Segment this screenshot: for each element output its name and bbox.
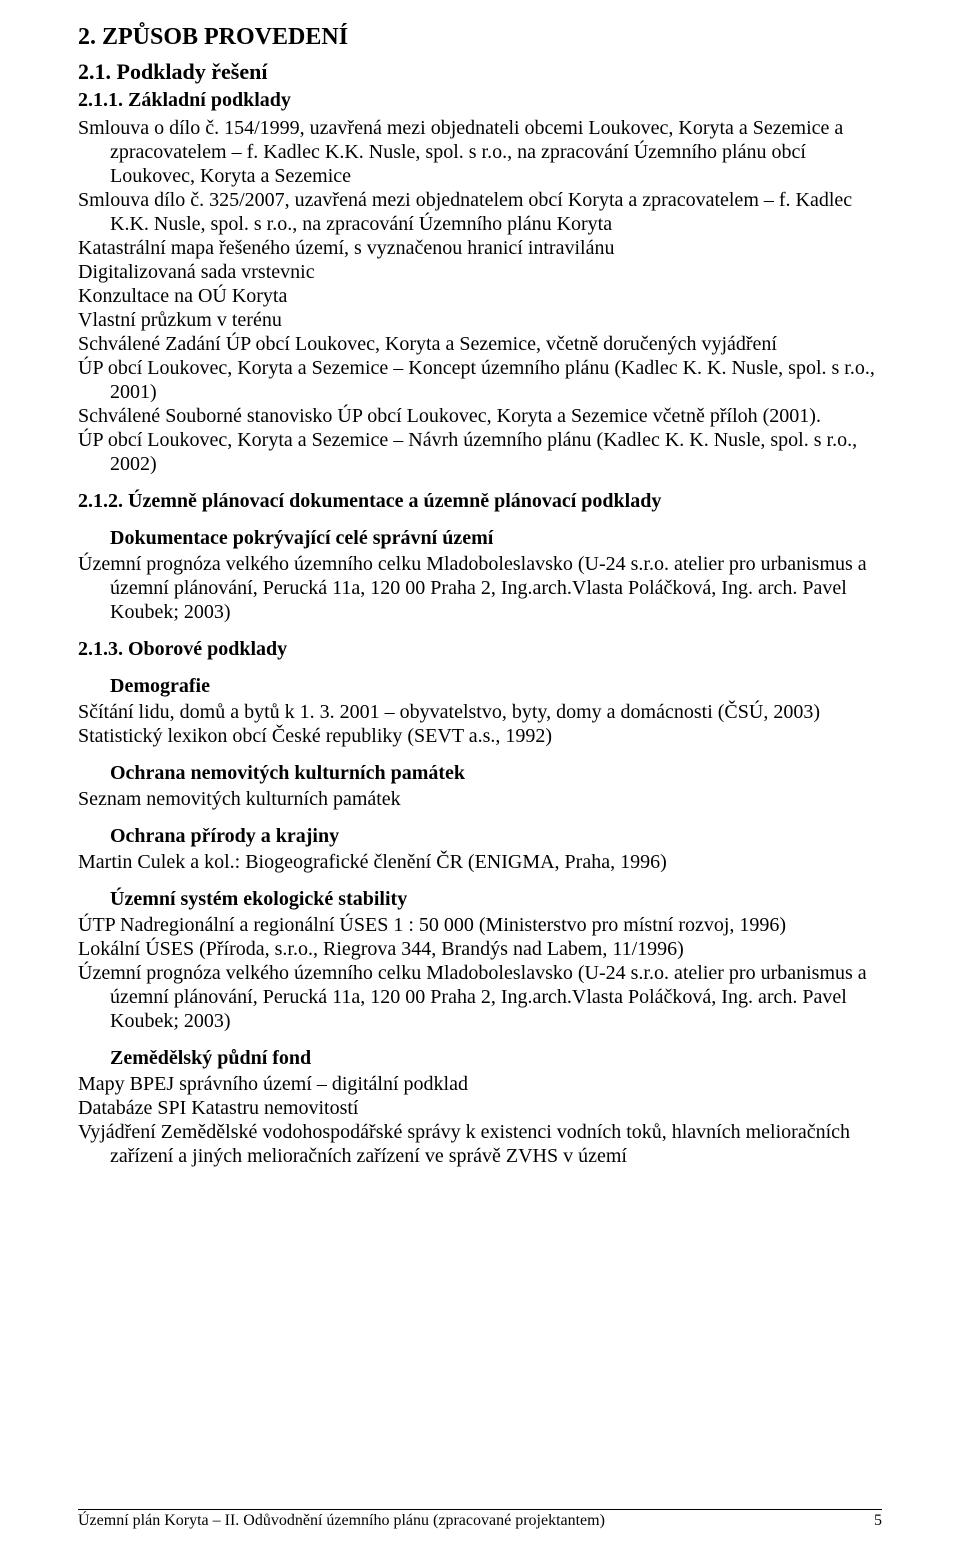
page-number: 5: [874, 1512, 882, 1530]
block-212: Územní prognóza velkého územního celku M…: [78, 552, 882, 624]
list-item: Konzultace na OÚ Koryta: [78, 284, 882, 308]
list-item: Schválené Zadání ÚP obcí Loukovec, Koryt…: [78, 332, 882, 356]
list-item: Martin Culek a kol.: Biogeografické člen…: [78, 850, 882, 874]
list-item: Seznam nemovitých kulturních památek: [78, 787, 882, 811]
list-item: Územní prognóza velkého územního celku M…: [78, 552, 882, 624]
block-211: Smlouva o dílo č. 154/1999, uzavřená mez…: [78, 116, 882, 476]
list-item: Smlouva dílo č. 325/2007, uzavřená mezi …: [78, 188, 882, 236]
heading-213: 2.1.3. Oborové podklady: [78, 638, 882, 661]
list-item: Lokální ÚSES (Příroda, s.r.o., Riegrova …: [78, 937, 882, 961]
topic-zemedelsky: Zemědělský půdní fond: [110, 1047, 882, 1070]
block-demografie: Sčítání lidu, domů a bytů k 1. 3. 2001 –…: [78, 700, 882, 748]
list-item: Smlouva o dílo č. 154/1999, uzavřená mez…: [78, 116, 882, 188]
heading-211: 2.1.1. Základní podklady: [78, 89, 882, 112]
list-item: Územní prognóza velkého územního celku M…: [78, 961, 882, 1033]
list-item: Digitalizovaná sada vrstevnic: [78, 260, 882, 284]
topic-priroda: Ochrana přírody a krajiny: [110, 825, 882, 848]
page-footer: Územní plán Koryta – II. Odůvodnění územ…: [78, 1509, 882, 1530]
list-item: Sčítání lidu, domů a bytů k 1. 3. 2001 –…: [78, 700, 882, 724]
block-zemedelsky: Mapy BPEJ správního území – digitální po…: [78, 1072, 882, 1168]
topic-demografie: Demografie: [110, 675, 882, 698]
list-item: Katastrální mapa řešeného území, s vyzna…: [78, 236, 882, 260]
page-title: 2. ZPŮSOB PROVEDENÍ: [78, 24, 882, 51]
list-item: Statistický lexikon obcí České republiky…: [78, 724, 882, 748]
footer-rule: [78, 1509, 882, 1510]
document-page: 2. ZPŮSOB PROVEDENÍ 2.1. Podklady řešení…: [0, 0, 960, 1564]
block-kulturni-pamatky: Seznam nemovitých kulturních památek: [78, 787, 882, 811]
list-item: Vlastní průzkum v terénu: [78, 308, 882, 332]
list-item: ÚP obcí Loukovec, Koryta a Sezemice – Ko…: [78, 356, 882, 404]
heading-212: 2.1.2. Územně plánovací dokumentace a úz…: [78, 490, 882, 513]
list-item: Schválené Souborné stanovisko ÚP obcí Lo…: [78, 404, 882, 428]
list-item: ÚTP Nadregionální a regionální ÚSES 1 : …: [78, 913, 882, 937]
block-uses: ÚTP Nadregionální a regionální ÚSES 1 : …: [78, 913, 882, 1033]
footer-text: Územní plán Koryta – II. Odůvodnění územ…: [78, 1512, 605, 1530]
list-item: Databáze SPI Katastru nemovitostí: [78, 1096, 882, 1120]
heading-podklady: 2.1. Podklady řešení: [78, 59, 882, 85]
list-item: Mapy BPEJ správního území – digitální po…: [78, 1072, 882, 1096]
topic-dokumentace: Dokumentace pokrývající celé správní úze…: [110, 527, 882, 550]
topic-kulturni-pamatky: Ochrana nemovitých kulturních památek: [110, 762, 882, 785]
topic-uses: Územní systém ekologické stability: [110, 888, 882, 911]
list-item: ÚP obcí Loukovec, Koryta a Sezemice – Ná…: [78, 428, 882, 476]
list-item: Vyjádření Zemědělské vodohospodářské spr…: [78, 1120, 882, 1168]
block-priroda: Martin Culek a kol.: Biogeografické člen…: [78, 850, 882, 874]
